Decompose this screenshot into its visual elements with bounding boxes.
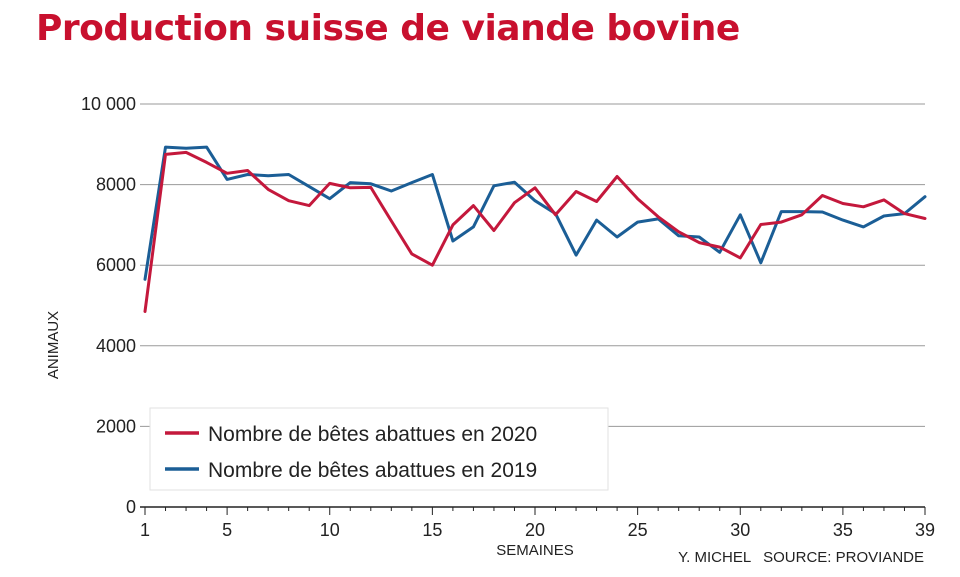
series-lines [143, 145, 927, 313]
x-axis-label: SEMAINES [496, 542, 574, 559]
chart-title: Production suisse de viande bovine [36, 8, 740, 49]
y-axis-label: ANIMAUX [45, 311, 62, 379]
y-tick-label: 4000 [96, 336, 136, 356]
x-tick-label: 20 [525, 520, 545, 540]
x-tick-label: 35 [833, 520, 853, 540]
series-line-2019 [143, 145, 927, 281]
x-tick-label: 30 [730, 520, 750, 540]
series-line-2020 [143, 150, 927, 313]
legend-label-2020: Nombre de bêtes abattues en 2020 [208, 423, 537, 446]
y-tick-label: 6000 [96, 255, 136, 275]
legend: Nombre de bêtes abattues en 2020 Nombre … [149, 407, 609, 491]
legend-label-2019: Nombre de bêtes abattues en 2019 [208, 459, 537, 482]
x-tick-label: 15 [422, 520, 442, 540]
credit-text: Y. MICHEL SOURCE: PROVIANDE [678, 549, 924, 566]
y-tick-label: 8000 [96, 175, 136, 195]
legend-box [149, 407, 609, 491]
y-tick-label: 2000 [96, 416, 136, 436]
x-tick-label: 5 [222, 520, 232, 540]
y-tick-label: 10 000 [81, 94, 136, 114]
y-tick-label: 0 [126, 497, 136, 517]
x-tick-label: 10 [320, 520, 340, 540]
x-tick-label: 25 [628, 520, 648, 540]
x-tick-label: 39 [915, 520, 935, 540]
gridlines [140, 103, 925, 427]
x-tick-label: 1 [140, 520, 150, 540]
